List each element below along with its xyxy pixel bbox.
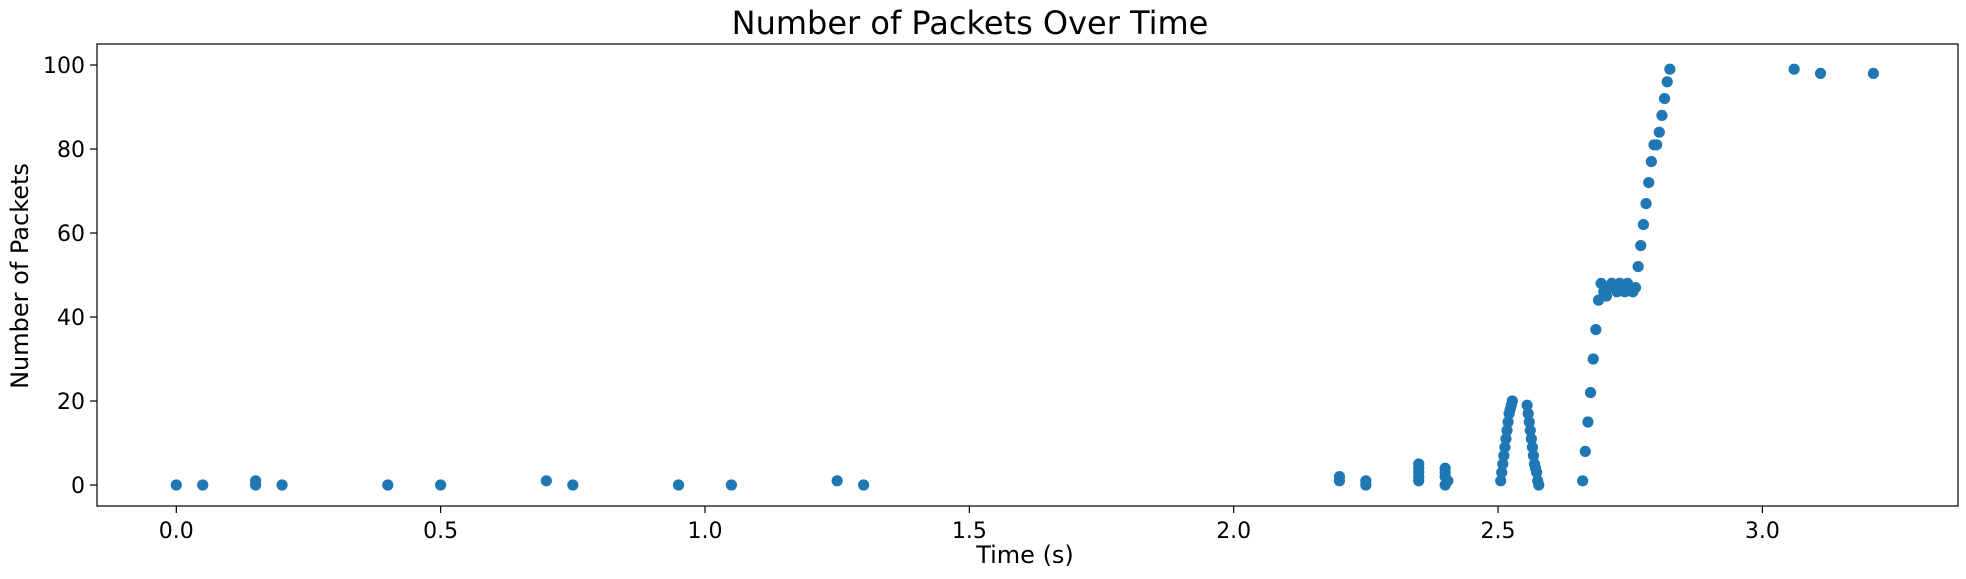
data-point — [1506, 395, 1518, 407]
x-tick-label: 1.0 — [687, 519, 722, 544]
data-point — [540, 475, 552, 487]
data-point — [1643, 177, 1655, 189]
data-point — [1632, 261, 1644, 273]
data-point — [858, 479, 870, 491]
y-tick-label: 40 — [57, 306, 85, 331]
x-axis-label: Time (s) — [975, 541, 1074, 569]
data-point — [1502, 416, 1514, 428]
data-point — [567, 479, 579, 491]
y-axis-label: Number of Packets — [6, 163, 34, 389]
data-point — [1360, 475, 1372, 487]
data-point — [435, 479, 447, 491]
data-point — [1867, 67, 1880, 79]
data-point — [1635, 240, 1647, 252]
x-tick-label: 2.0 — [1216, 519, 1251, 544]
data-point — [1533, 479, 1545, 491]
data-point — [1664, 63, 1676, 75]
data-point — [1584, 387, 1597, 399]
data-point — [1629, 282, 1642, 294]
data-point — [1526, 441, 1539, 453]
data-point — [197, 479, 209, 491]
data-point — [1814, 67, 1827, 79]
x-tick-label: 0.5 — [423, 519, 458, 544]
data-point — [1498, 450, 1510, 462]
data-point — [1579, 445, 1591, 457]
data-point — [1413, 458, 1425, 470]
y-tick-label: 20 — [57, 390, 85, 415]
data-point — [1525, 433, 1537, 445]
data-point — [1577, 475, 1589, 487]
data-point — [1788, 63, 1800, 75]
x-tick-label: 1.5 — [952, 519, 987, 544]
data-point — [1656, 109, 1668, 121]
plot-area: 0.0 0.5 1.0 1.5 2.0 2.5 3.0 0 20 40 60 80 100 — [43, 43, 1959, 544]
y-tick-label: 60 — [57, 222, 85, 247]
data-point — [1442, 475, 1454, 487]
data-point — [1495, 475, 1507, 487]
y-tick-label: 0 — [71, 474, 85, 499]
y-tick-label: 80 — [57, 138, 85, 163]
data-point — [725, 479, 738, 491]
data-point — [1645, 156, 1657, 168]
data-point — [1637, 219, 1650, 231]
data-point — [1653, 126, 1665, 138]
data-point — [1521, 399, 1533, 411]
data-point — [1501, 424, 1513, 436]
data-point — [1497, 458, 1509, 470]
y-tick-label: 100 — [43, 54, 85, 79]
data-point — [672, 479, 685, 491]
data-point — [1439, 462, 1451, 474]
data-point — [382, 479, 394, 491]
data-point — [1524, 424, 1536, 436]
x-tick-label: 0.0 — [159, 519, 194, 544]
data-point — [831, 475, 843, 487]
data-point — [1640, 198, 1652, 210]
data-point — [1333, 471, 1346, 483]
data-point — [1587, 353, 1599, 365]
data-point — [1590, 324, 1602, 336]
data-point — [1522, 408, 1534, 420]
data-point — [1600, 290, 1613, 302]
data-point — [170, 479, 182, 491]
plot-frame — [96, 43, 1959, 507]
data-point — [250, 475, 262, 487]
x-tick-label: 2.5 — [1481, 519, 1516, 544]
data-point — [1661, 76, 1673, 88]
data-point — [1523, 416, 1535, 428]
data-point — [1496, 466, 1508, 478]
data-point — [1527, 450, 1540, 462]
data-point — [1658, 93, 1671, 105]
data-point — [1531, 466, 1543, 478]
data-point — [1651, 139, 1663, 151]
x-tick-label: 3.0 — [1745, 519, 1780, 544]
data-point — [1499, 441, 1511, 453]
data-point — [1582, 416, 1594, 428]
data-point — [1500, 433, 1512, 445]
chart-title: Number of Packets Over Time — [732, 4, 1209, 42]
data-point — [276, 479, 288, 491]
